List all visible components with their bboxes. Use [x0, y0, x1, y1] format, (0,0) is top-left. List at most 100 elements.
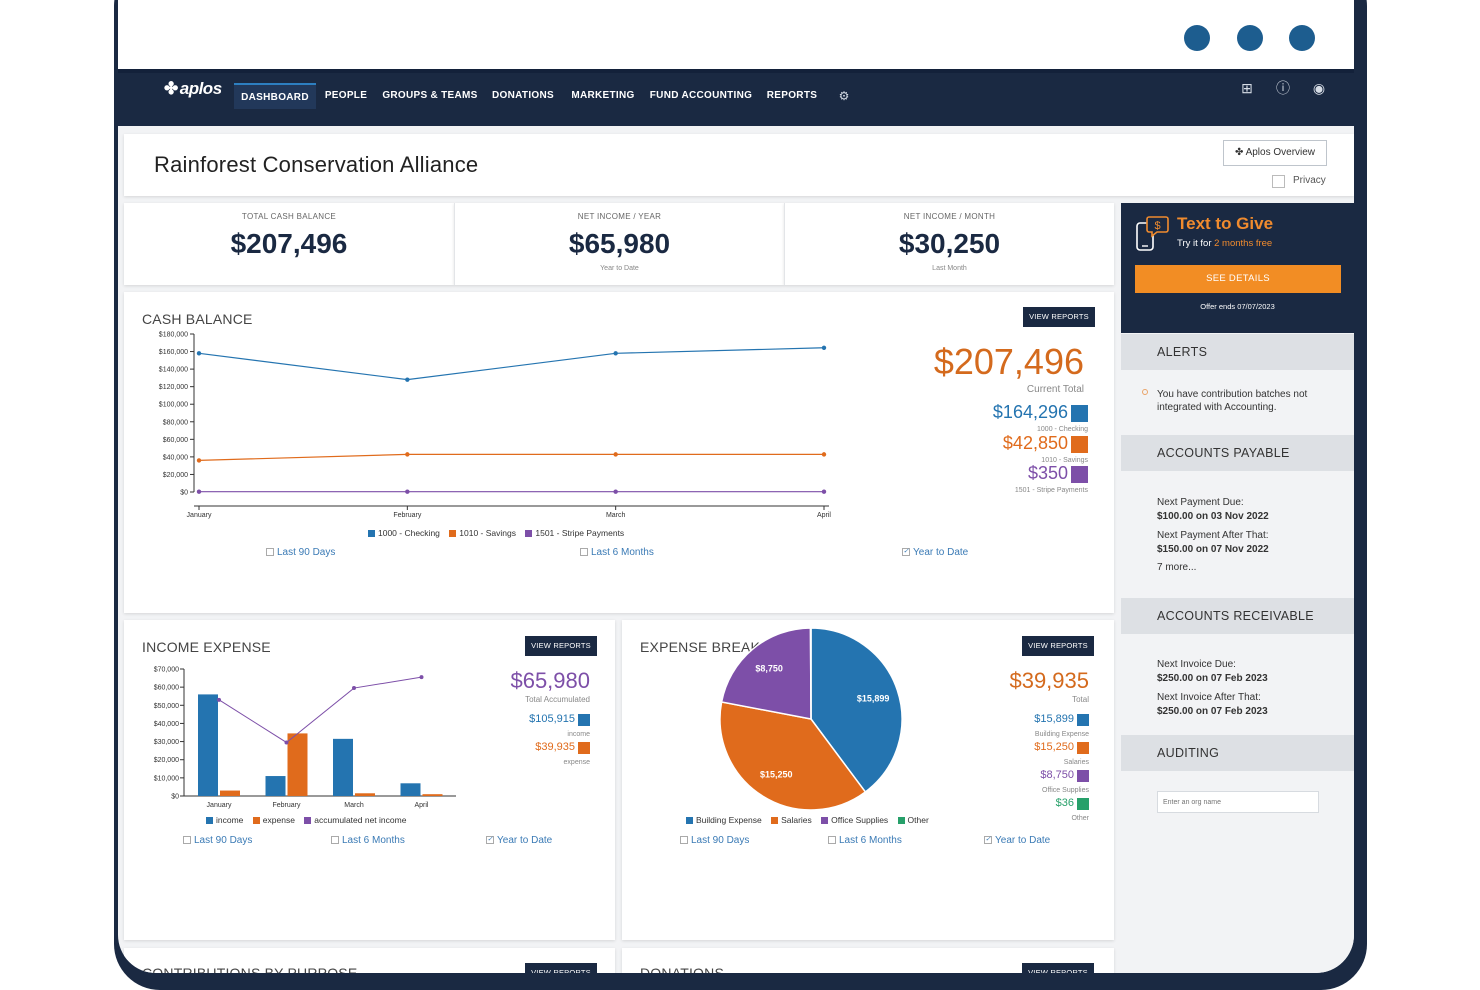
view-reports-button[interactable]: VIEW REPORTS — [525, 636, 597, 656]
overview-label: Aplos Overview — [1245, 147, 1316, 158]
pie-label: $15,250 — [760, 770, 793, 780]
payable-more-link[interactable]: 7 more... — [1157, 562, 1197, 573]
income-expense-legend: income expense accumulated net income — [206, 815, 413, 825]
x-tick-label: January — [187, 512, 212, 519]
add-square-icon[interactable]: ⊞ — [1241, 80, 1253, 96]
window-dot — [1184, 25, 1210, 51]
expense-item-label: Building Expense — [1034, 731, 1089, 738]
filter-checkbox-checked[interactable]: ✓ — [486, 836, 494, 845]
pie-slice — [720, 627, 812, 720]
y-tick-label: $100,000 — [159, 402, 188, 409]
data-point — [613, 351, 618, 356]
filter-checkbox-checked[interactable]: ✓ — [902, 548, 910, 557]
income-bar — [400, 783, 421, 796]
audit-org-input[interactable] — [1157, 791, 1319, 813]
cash-balance-legend: 1000 - Checking 1010 - Savings 1501 - St… — [368, 528, 631, 538]
y-tick-label: $160,000 — [159, 349, 188, 356]
nav-item-reports[interactable]: REPORTS — [766, 90, 818, 101]
nav-item-groups-teams[interactable]: GROUPS & TEAMS — [382, 90, 478, 101]
right-sidebar: $ Text to Give Try it for 2 months free … — [1121, 203, 1354, 973]
filter-label: Year to Date — [913, 547, 969, 558]
gear-icon[interactable]: ⚙ — [838, 89, 850, 103]
y-tick-label: $140,000 — [159, 367, 188, 374]
phone-dollar-icon: $ — [1136, 216, 1169, 251]
view-reports-button[interactable]: VIEW REPORTS — [1023, 307, 1095, 327]
window-dot — [1289, 25, 1315, 51]
pie-label: $15,899 — [857, 693, 890, 703]
filter-checkbox-checked[interactable]: ✓ — [984, 836, 992, 845]
series-line — [198, 347, 825, 381]
help-icon[interactable]: ⓘ — [1276, 80, 1290, 96]
page-header: Rainforest Conservation Alliance — [124, 134, 1354, 196]
legend-label: income — [216, 815, 244, 825]
aplos-logo[interactable]: ✤ aplos — [164, 79, 222, 99]
nav-item-fund-accounting[interactable]: FUND ACCOUNTING — [649, 90, 753, 101]
see-details-button[interactable]: SEE DETAILS — [1135, 265, 1341, 293]
x-tick-label: March — [344, 802, 364, 809]
promo-subtitle: Try it for 2 months free — [1177, 238, 1272, 249]
income-total-label: Total Accumulated — [525, 695, 590, 704]
nav-item-marketing[interactable]: MARKETING — [571, 90, 635, 101]
filter-last-90-days[interactable]: Last 90 Days — [680, 835, 749, 846]
filter-year-to-date[interactable]: ✓ Year to Date — [984, 835, 1050, 846]
y-tick-label: $50,000 — [154, 703, 179, 710]
filter-checkbox[interactable] — [183, 836, 191, 845]
promo-offer-text: Offer ends 07/07/2023 — [1200, 302, 1275, 311]
income-bar — [265, 776, 286, 796]
window-top-bar — [118, 0, 1354, 69]
expense-line-value: $39,935 — [535, 741, 575, 753]
pie-slice — [810, 627, 903, 794]
y-tick-label: $30,000 — [154, 739, 179, 746]
view-reports-button[interactable]: VIEW REPORTS — [1022, 963, 1094, 973]
filter-last-6-months[interactable]: Last 6 Months — [828, 835, 902, 846]
legend-swatch — [771, 817, 779, 825]
filter-year-to-date[interactable]: ✓ Year to Date — [902, 547, 968, 558]
filter-label: Last 90 Days — [194, 835, 253, 846]
stat-sub: Last Month — [932, 265, 967, 272]
expense-item-label: Office Supplies — [1042, 787, 1089, 794]
payable-next-label: Next Payment Due: — [1157, 497, 1244, 508]
filter-last-90-days[interactable]: Last 90 Days — [266, 547, 335, 558]
filter-checkbox[interactable] — [580, 548, 588, 557]
filter-last-6-months[interactable]: Last 6 Months — [580, 547, 654, 558]
filter-checkbox[interactable] — [266, 548, 274, 557]
nav-item-dashboard[interactable]: DASHBOARD — [234, 83, 316, 109]
nav-item-donations[interactable]: DONATIONS — [492, 90, 554, 101]
view-reports-button[interactable]: VIEW REPORTS — [1022, 636, 1094, 656]
expense-bar — [355, 793, 375, 796]
payable-after-label: Next Payment After That: — [1157, 530, 1269, 541]
data-point — [405, 377, 410, 382]
filter-year-to-date[interactable]: ✓ Year to Date — [486, 835, 552, 846]
filter-checkbox[interactable] — [680, 836, 688, 845]
data-point — [821, 489, 827, 494]
legend-label: Office Supplies — [831, 815, 889, 825]
view-reports-button[interactable]: VIEW REPORTS — [525, 963, 597, 973]
promo-sub-highlight: 2 months free — [1214, 238, 1273, 249]
expense-item-value: $15,250 — [1034, 741, 1074, 753]
stat-label: NET INCOME / YEAR — [577, 212, 662, 221]
privacy-checkbox[interactable] — [1272, 175, 1285, 188]
alerts-header: ALERTS — [1121, 334, 1354, 370]
filter-last-90-days[interactable]: Last 90 Days — [183, 835, 252, 846]
expense-item-label: Salaries — [1063, 759, 1089, 766]
y-tick-label: $40,000 — [154, 721, 179, 728]
legend-item: Other — [897, 815, 929, 825]
alert-text[interactable]: You have contribution batches not integr… — [1157, 389, 1308, 413]
y-tick-label: $0 — [180, 490, 188, 497]
account-value: $42,850 — [1002, 433, 1068, 453]
filter-last-6-months[interactable]: Last 6 Months — [331, 835, 405, 846]
pie-slice — [719, 701, 867, 811]
legend-swatch — [206, 817, 213, 825]
legend-label: Salaries — [781, 815, 812, 825]
filter-checkbox[interactable] — [331, 836, 339, 845]
legend-item: accumulated net income — [304, 815, 406, 825]
aplos-overview-button[interactable]: ✤ Aplos Overview — [1223, 140, 1327, 166]
accounts-payable-header: ACCOUNTS PAYABLE — [1121, 435, 1354, 471]
expense-breakout-card: EXPENSE BREAKOUT VIEW REPORTS $15,899 $15… — [622, 620, 1114, 940]
legend-swatch — [897, 817, 905, 825]
nav-item-people[interactable]: PEOPLE — [324, 90, 368, 101]
stat-sub: Year to Date — [600, 265, 639, 272]
svg-text:$: $ — [1154, 220, 1160, 232]
user-icon[interactable]: ◉ — [1312, 80, 1326, 96]
filter-checkbox[interactable] — [828, 836, 836, 845]
